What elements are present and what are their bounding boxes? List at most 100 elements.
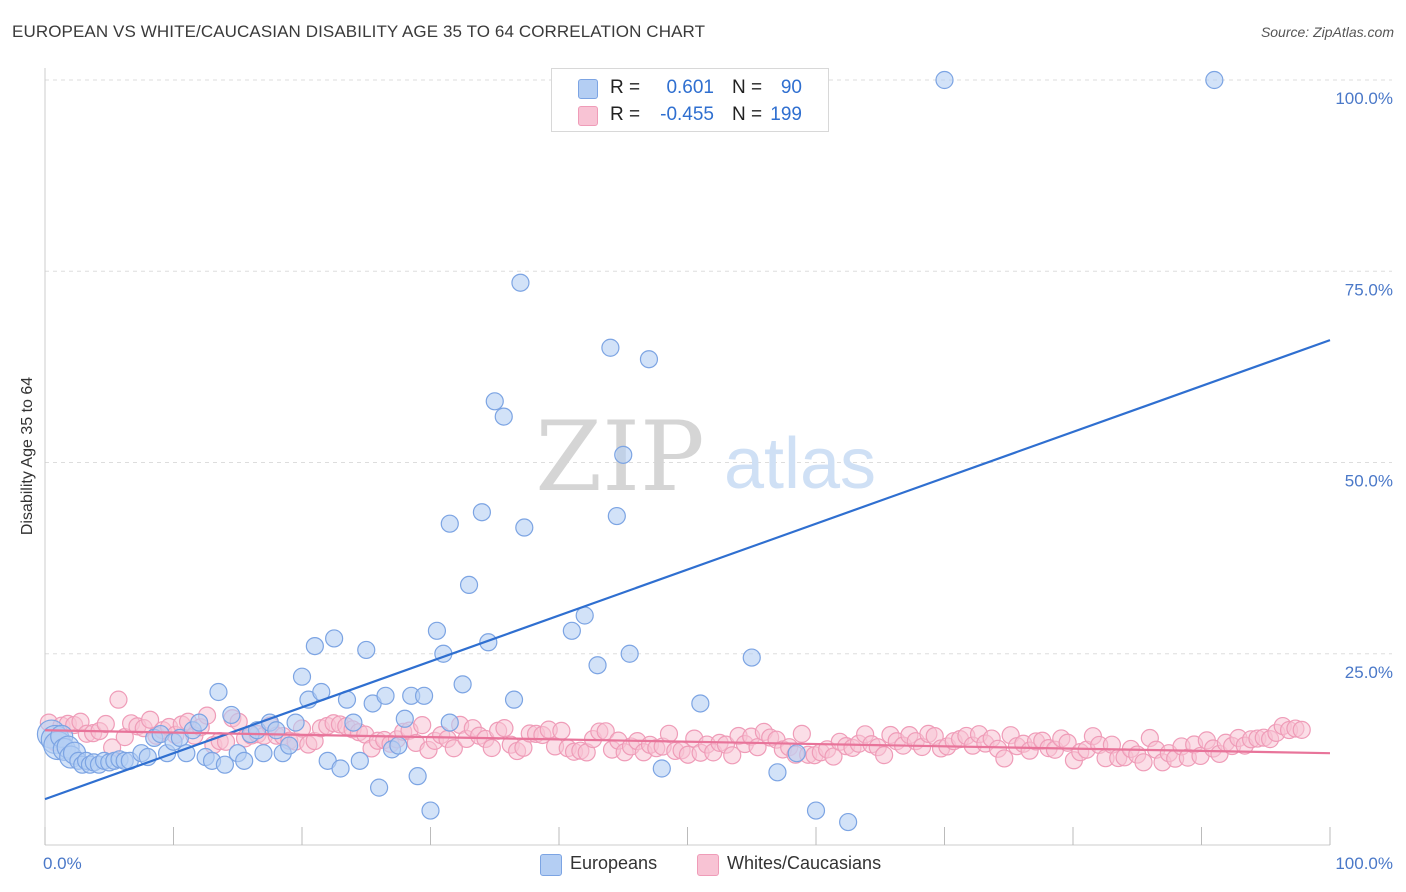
watermark: ZIP atlas — [535, 401, 876, 513]
data-point-europeans — [511, 273, 530, 292]
data-point-europeans — [691, 694, 710, 713]
data-point-europeans — [515, 518, 534, 537]
watermark-atlas: atlas — [724, 424, 876, 504]
data-point-whites — [482, 738, 501, 758]
data-point-europeans — [935, 70, 954, 90]
legend-label-europeans: Europeans — [570, 853, 658, 873]
legend-n-value: 90 — [780, 77, 802, 98]
data-point-whites — [552, 721, 571, 740]
source-label: Source: ZipAtlas.com — [1260, 24, 1394, 40]
data-point-whites — [96, 714, 115, 734]
legend-swatch-pink — [697, 854, 719, 876]
tick-labels: 25.0% 50.0% 75.0% 100.0% 0.0% 100.0% — [43, 89, 1393, 873]
data-point-europeans — [787, 744, 806, 763]
trend-line-europeans — [44, 339, 1331, 801]
series-legend: Europeans Whites/Caucasians — [0, 852, 1406, 878]
data-point-whites — [109, 690, 128, 709]
data-point-europeans — [440, 514, 459, 533]
data-point-europeans — [267, 721, 286, 740]
data-point-europeans — [562, 621, 581, 640]
data-point-whites — [995, 749, 1014, 768]
legend-label-whites: Whites/Caucasians — [727, 853, 882, 873]
y-tick-label: 25.0% — [1345, 663, 1393, 682]
data-point-europeans — [639, 350, 659, 369]
data-point-europeans — [209, 682, 228, 702]
data-point-europeans — [254, 744, 273, 763]
data-point-europeans — [607, 506, 626, 526]
legend-n-label: N = — [732, 77, 763, 98]
data-point-whites — [1058, 733, 1077, 752]
data-point-europeans — [331, 759, 350, 778]
data-point-europeans — [376, 686, 395, 705]
data-point-europeans — [344, 713, 363, 732]
data-point-europeans — [370, 778, 389, 797]
data-point-europeans — [395, 709, 414, 728]
data-point-europeans — [350, 751, 369, 770]
data-point-europeans — [414, 686, 434, 705]
data-point-europeans — [601, 338, 620, 357]
data-point-europeans — [408, 767, 427, 786]
data-point-europeans — [485, 392, 504, 411]
trend-line-whites — [44, 729, 1331, 755]
data-point-whites — [444, 739, 463, 758]
data-point-europeans — [389, 736, 408, 755]
legend-row-whites: R = -0.455 N = 199 — [552, 102, 828, 128]
grid-lines — [45, 79, 1392, 655]
data-point-europeans — [325, 629, 344, 648]
data-point-europeans — [305, 636, 324, 656]
x-tick-label: 100.0% — [1335, 854, 1393, 873]
data-point-europeans — [459, 575, 479, 595]
legend-r-label: R = — [610, 77, 641, 98]
data-point-whites — [1134, 753, 1153, 772]
x-tick-label: 0.0% — [43, 854, 82, 873]
data-point-europeans — [440, 713, 459, 732]
data-point-europeans — [806, 801, 826, 820]
y-tick-label: 100.0% — [1335, 89, 1393, 108]
data-point-europeans — [504, 690, 524, 709]
legend-swatch-blue — [578, 79, 598, 99]
data-point-europeans — [215, 755, 234, 774]
data-point-europeans — [286, 713, 305, 732]
data-point-whites — [495, 719, 514, 738]
y-tick-label: 75.0% — [1345, 280, 1393, 299]
data-point-europeans — [235, 751, 254, 770]
data-point-europeans — [494, 407, 513, 426]
data-point-whites — [413, 716, 432, 735]
data-point-europeans — [742, 648, 761, 667]
legend-r-label: R = — [610, 104, 641, 125]
data-point-whites — [723, 746, 742, 765]
data-point-europeans — [472, 503, 491, 522]
data-point-europeans — [839, 812, 858, 832]
legend-swatch-pink — [578, 106, 598, 126]
legend-swatch-blue — [540, 854, 562, 876]
data-point-europeans — [190, 713, 209, 732]
y-tick-label: 50.0% — [1345, 472, 1393, 491]
data-point-europeans — [588, 656, 607, 675]
legend-r-value: -0.455 — [660, 104, 714, 125]
data-point-europeans — [614, 445, 633, 464]
blue-points — [36, 70, 1224, 832]
data-point-europeans — [222, 705, 241, 725]
data-point-europeans — [768, 763, 787, 782]
trend-lines — [44, 339, 1331, 801]
data-point-europeans — [421, 801, 440, 820]
data-point-whites — [1292, 720, 1311, 739]
data-point-europeans — [453, 675, 472, 694]
legend-n-label: N = — [732, 104, 763, 125]
chart-title: EUROPEAN VS WHITE/CAUCASIAN DISABILITY A… — [12, 22, 706, 41]
data-point-whites — [140, 710, 160, 729]
legend-r-value: 0.601 — [666, 77, 714, 98]
data-point-europeans — [479, 633, 498, 652]
data-point-europeans — [427, 621, 447, 640]
legend-row-europeans: R = 0.601 N = 90 — [552, 75, 828, 101]
data-point-whites — [875, 746, 894, 765]
data-point-europeans — [292, 667, 312, 686]
data-point-europeans — [620, 644, 639, 663]
data-point-europeans — [652, 759, 671, 778]
data-point-whites — [659, 724, 679, 743]
data-point-europeans — [280, 736, 299, 755]
data-point-europeans — [1205, 70, 1224, 90]
data-point-whites — [792, 724, 811, 743]
data-point-europeans — [357, 640, 376, 660]
